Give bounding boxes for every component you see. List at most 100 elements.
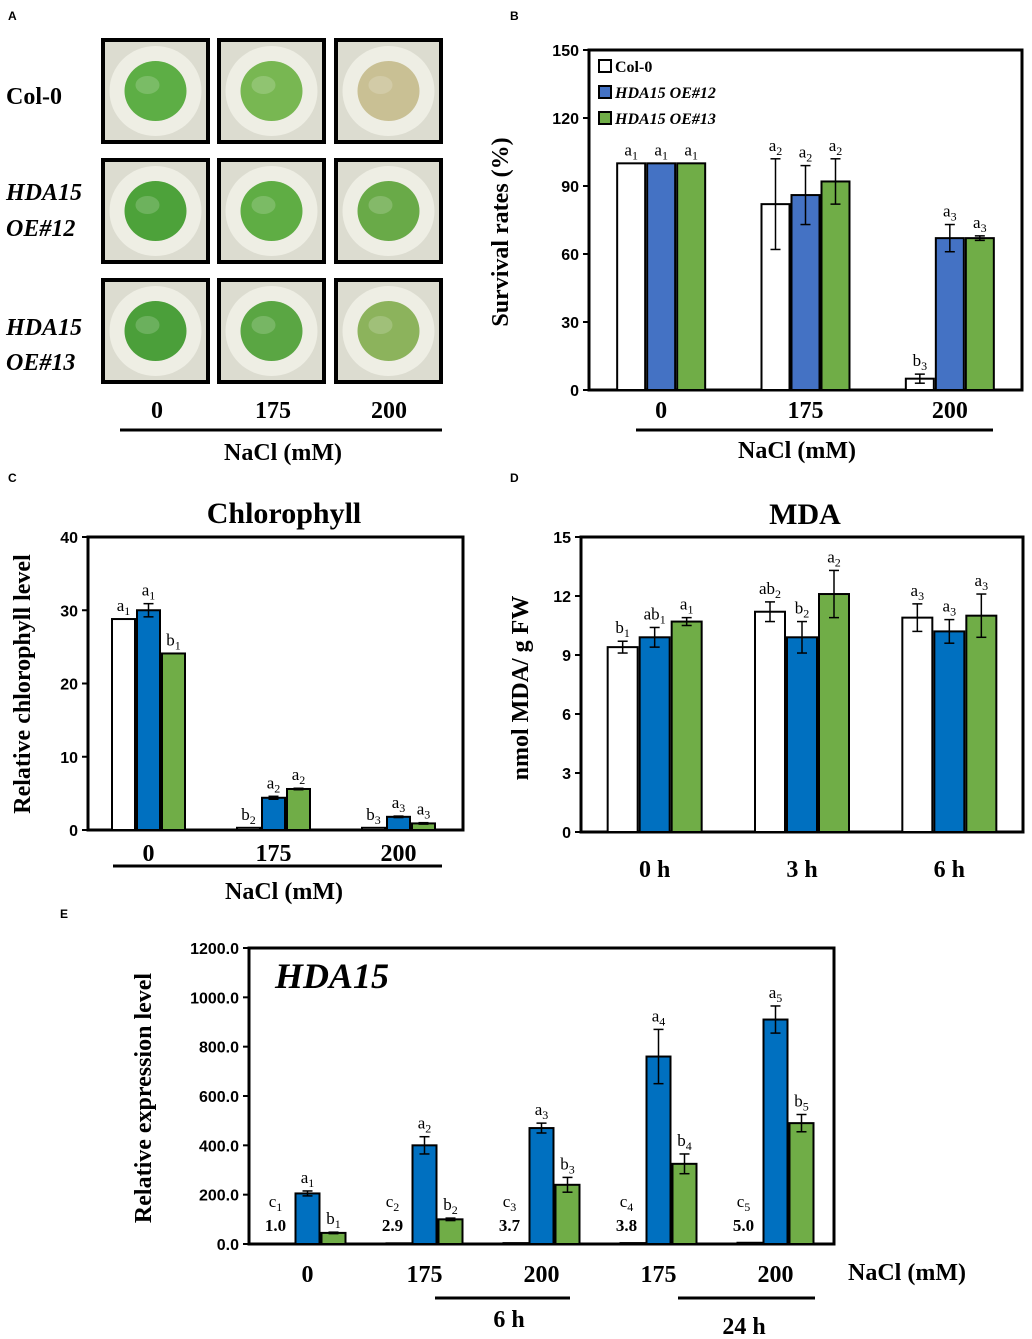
panel-d-bar-0-1 — [754, 610, 786, 833]
row-label-oe13-line2: OE#13 — [6, 350, 75, 376]
panel-e-sig-label: c1 — [269, 1192, 283, 1214]
panel-c-bar-0-2 — [361, 826, 386, 831]
panel-d-xtick-label: 3 h — [786, 857, 817, 883]
panel-e-ytick-label: 200.0 — [199, 1188, 239, 1205]
panel-c-title: Chlorophyll — [207, 497, 362, 530]
panel-c-xlabel: NaCl (mM) — [225, 879, 343, 905]
panel-b-bar-2-2 — [964, 237, 995, 391]
seedling-highlight-r1-c0 — [135, 196, 160, 214]
panel-e-sig-label: c5 — [737, 1192, 751, 1214]
panel-d-ylabel: nmol MDA/ g FW — [508, 596, 534, 781]
panel-b-legend-swatch-1 — [598, 85, 612, 99]
panel-b-ytick-label: 60 — [561, 247, 579, 264]
panel-e-ytick-label: 400.0 — [199, 1138, 239, 1155]
panel-e-title: HDA15 — [274, 956, 389, 996]
panel-b-legend-swatch-0 — [598, 59, 612, 73]
panel-c-bar-1-1 — [261, 796, 286, 832]
panel-b-bar-2-0 — [676, 162, 707, 391]
seedling-highlight-r0-c0 — [135, 76, 160, 94]
panel-b-sig-label: a2 — [769, 136, 783, 158]
panel-e-sig-label: b1 — [326, 1209, 341, 1231]
panel-c-ytick-label: 20 — [60, 677, 78, 694]
panel-c-sig-label: a3 — [392, 793, 406, 815]
panel-e-xtick-label: 0 — [302, 1262, 314, 1288]
panel-e-ytick-label: 1000.0 — [190, 990, 239, 1007]
panel-b-bar-1-1 — [790, 194, 821, 391]
panel-c-bar-1-0 — [136, 609, 161, 831]
panel-b-xtick-label: 175 — [788, 398, 824, 424]
panel-d-sig-label: a3 — [975, 571, 989, 593]
seedling-highlight-r2-c0 — [135, 316, 160, 334]
panel-c-sig-label: a2 — [267, 773, 281, 795]
panel-e-sig-label: b2 — [443, 1195, 458, 1217]
panel-e-bar-0-0 — [268, 1242, 295, 1246]
panel-d-bar-2-0 — [670, 620, 703, 833]
panel-e-bar-1-3 — [645, 1055, 672, 1245]
panel-b-ytick-label: 30 — [561, 315, 579, 332]
panel-e-sig-label: a4 — [652, 1006, 666, 1028]
panel-c-sig-label: a1 — [142, 581, 156, 603]
panel-e-sig-label: b4 — [677, 1131, 692, 1153]
panel-c-sig-label: a3 — [417, 800, 431, 822]
panel-e-bar-2-0 — [320, 1231, 347, 1246]
panel-c-bar-1-2 — [386, 815, 411, 832]
panel-d-ytick-label: 3 — [562, 766, 571, 783]
panel-d-sig-label: b1 — [615, 618, 630, 640]
panel-e-fold-label: 1.0 — [265, 1216, 286, 1235]
panel-a-col-label-0: 0 — [151, 398, 163, 424]
panel-b-sig-label: a1 — [684, 140, 698, 162]
panel-e-sig-label: a1 — [301, 1168, 315, 1190]
panel-d-sig-label: ab2 — [759, 579, 781, 601]
panel-b-sig-label: b3 — [913, 351, 928, 373]
panel-c-bar-2-0 — [161, 652, 186, 832]
panel-b-legend-label-0: Col-0 — [615, 59, 652, 76]
panel-b-ytick-label: 150 — [552, 43, 579, 60]
panel-e-xtick-label: 200 — [758, 1262, 794, 1288]
panel-e-bar-0-2 — [502, 1242, 529, 1245]
panel-c-ytick-label: 30 — [60, 603, 78, 620]
panel-e-ylabel: Relative expression level — [131, 973, 157, 1224]
panel-b-sig-label: a1 — [654, 140, 668, 162]
seedling-highlight-r2-c1 — [251, 316, 276, 334]
panel-c-sig-label: b3 — [366, 805, 381, 827]
panel-e-sig-label: b3 — [560, 1154, 575, 1176]
seedling-cluster-r1-c0 — [124, 181, 187, 241]
panel-e-sig-label: c4 — [620, 1192, 634, 1214]
panel-d-sig-label: a3 — [943, 597, 957, 619]
row-label-oe13-line1: HDA15 — [5, 315, 82, 341]
panel-a-col-label-175: 175 — [255, 398, 291, 424]
panel-d-sig-label: a3 — [911, 581, 925, 603]
panel-e-group-label-24h: 24 h — [722, 1314, 765, 1339]
panel-c-sig-label: a1 — [117, 596, 131, 618]
panel-a-xlabel: NaCl (mM) — [224, 440, 342, 466]
seedling-cluster-r1-c2 — [357, 181, 420, 241]
panel-e-fold-label: 5.0 — [733, 1216, 754, 1235]
panel-b-sig-label: a1 — [624, 140, 638, 162]
panel-letter-d: D — [510, 471, 519, 485]
panel-d-sig-label: b2 — [795, 599, 810, 621]
panel-b-sig-label: a2 — [829, 136, 843, 158]
panel-e-bar-1-0 — [294, 1192, 321, 1246]
panel-e-bar-0-3 — [619, 1242, 646, 1245]
panel-e-group-label-6h: 6 h — [493, 1307, 524, 1333]
panel-e-bar-0-1 — [385, 1242, 412, 1246]
panel-b-bar-1-0 — [646, 162, 677, 391]
panel-e-bar-2-3 — [671, 1162, 698, 1246]
panel-e-bar-0-4 — [736, 1241, 763, 1246]
seedling-cluster-r0-c0 — [124, 61, 187, 121]
panel-b-legend-label-1: HDA15 OE#12 — [614, 85, 716, 102]
panel-e-bar-2-1 — [437, 1218, 464, 1246]
panel-d-mda-chart: 0 3 6 9 12 15 0 h b1 ab1 a1 3 h ab2 b2 a2 6 h a3 a3 a3 — [553, 530, 1025, 883]
panel-b-ytick-label: 0 — [570, 383, 579, 400]
panel-letter-b: B — [510, 9, 519, 23]
panel-d-bar-2-1 — [818, 593, 850, 833]
panel-letter-c: C — [8, 471, 17, 485]
panel-e-fold-label: 3.7 — [499, 1216, 521, 1235]
panel-e-ytick-label: 600.0 — [199, 1089, 239, 1106]
panel-e-expression-chart: 0.0 200.0 400.0 600.0 800.0 1000.0 1200.0 0 c1 a1… — [190, 941, 836, 1288]
panel-d-title: MDA — [769, 498, 841, 531]
panel-e-ytick-label: 1200.0 — [190, 941, 239, 958]
panel-b-bar-2-1 — [820, 180, 851, 391]
panel-e-sig-label: a2 — [418, 1114, 432, 1136]
